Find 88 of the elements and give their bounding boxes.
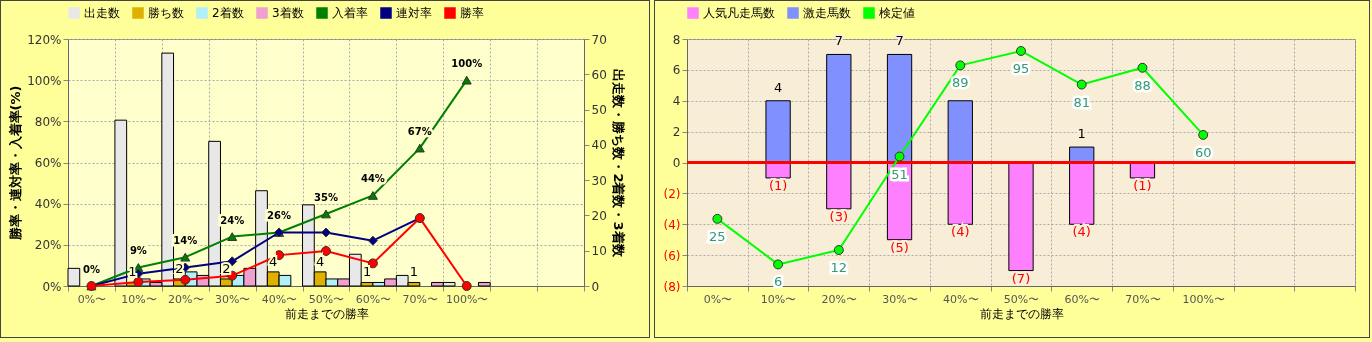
legend-label: 検定値	[879, 6, 915, 20]
data-label: (5)	[890, 239, 909, 255]
data-label: 7	[895, 33, 904, 49]
y2-tick-label: 60	[591, 67, 607, 82]
data-label: 1	[409, 264, 419, 280]
data-label: 1	[362, 264, 372, 280]
data-label: (4)	[951, 224, 970, 240]
x-tick-label: 70%〜	[1125, 292, 1161, 306]
legend-label: 連対率	[396, 6, 432, 20]
y-tick-label: 0%	[42, 279, 62, 294]
x-tick-label: 40%〜	[261, 292, 298, 306]
data-label: 100%	[451, 58, 483, 70]
y-tick-label: (2)	[663, 186, 681, 201]
y-tick-label: (4)	[663, 217, 681, 232]
data-label: 95	[1012, 60, 1030, 76]
y-tick-label: 120%	[27, 32, 62, 47]
legend-label: 出走数	[84, 6, 120, 20]
y-tick-label: 0	[672, 156, 681, 170]
y-tick-label: 60%	[34, 156, 62, 170]
legend-label: 勝ち数	[148, 6, 184, 20]
data-label: 4	[316, 253, 325, 269]
x-tick-label: 100%〜	[1182, 292, 1225, 306]
data-label: 35%	[314, 191, 338, 203]
x-tick-label: 0%〜	[703, 292, 733, 306]
data-label: 12	[830, 260, 848, 276]
legend-label: 入着率	[332, 6, 368, 20]
data-label: 9%	[129, 245, 147, 257]
data-label: 88	[1134, 77, 1151, 93]
data-label: 14%	[173, 235, 198, 247]
legend-label: 3着数	[272, 6, 304, 20]
legend-label: 2着数	[212, 6, 244, 20]
x-axis-title: 前走までの勝率	[979, 306, 1064, 321]
x-tick-label: 10%〜	[760, 292, 797, 306]
x-tick-label: 50%〜	[1003, 292, 1040, 306]
y2-tick-label: 70	[591, 32, 607, 47]
data-label: 6	[773, 274, 783, 290]
x-tick-label: 60%〜	[1064, 292, 1100, 306]
y-tick-label: 6	[672, 63, 681, 78]
y-tick-label: (6)	[663, 248, 681, 263]
data-label: (3)	[829, 208, 849, 224]
data-label: 24%	[220, 214, 245, 226]
y2-tick-label: 50	[591, 103, 607, 118]
y-tick-label: 80%	[34, 114, 62, 129]
y-tick-label: 100%	[27, 73, 62, 88]
x-tick-label: 100%〜	[446, 292, 489, 306]
data-label: 25	[709, 228, 726, 244]
x-tick-label: 30%〜	[882, 292, 918, 306]
x-axis-title: 前走までの勝率	[284, 306, 369, 321]
x-tick-label: 20%〜	[821, 292, 858, 306]
data-label: 2	[222, 260, 231, 276]
data-label: (4)	[1072, 224, 1091, 240]
data-label: (1)	[1133, 177, 1152, 193]
data-label: 60	[1194, 144, 1212, 160]
x-tick-label: 30%〜	[214, 292, 251, 306]
y2-axis-title: 出走数・勝ち数・2着数・3着数	[610, 69, 626, 258]
data-label: (1)	[768, 177, 788, 193]
y-tick-label: (8)	[663, 279, 681, 294]
data-label: 89	[952, 75, 969, 91]
x-tick-label: 20%〜	[168, 292, 204, 306]
y2-tick-label: 0	[591, 279, 600, 294]
y2-tick-label: 10	[591, 244, 607, 259]
data-label: 0%	[82, 264, 100, 275]
x-tick-label: 70%〜	[402, 292, 439, 306]
y-tick-label: 40%	[34, 197, 62, 212]
y2-tick-label: 20	[591, 208, 607, 223]
data-label: 81	[1073, 94, 1090, 110]
data-label: 44%	[360, 173, 385, 185]
x-tick-label: 50%〜	[308, 292, 345, 306]
data-label: 4	[773, 79, 783, 95]
y2-tick-label: 30	[591, 173, 607, 188]
legend-label: 激走馬数	[803, 6, 851, 20]
x-tick-label: 60%〜	[355, 292, 392, 306]
y-tick-label: 8	[672, 32, 681, 47]
legend-label: 人気凡走馬数	[703, 6, 775, 20]
data-label: 1	[1077, 126, 1086, 142]
data-label: 7	[834, 33, 843, 49]
data-label: 1	[128, 264, 137, 280]
x-tick-label: 0%〜	[77, 292, 107, 306]
y-tick-label: 2	[672, 125, 681, 140]
y-axis-title: 勝率・連対率・入着率(%)	[8, 85, 24, 242]
data-label: 51	[891, 166, 908, 182]
y-tick-label: 4	[672, 94, 681, 109]
legend-label: 勝率	[460, 6, 484, 20]
x-tick-label: 10%〜	[121, 292, 157, 306]
x-tick-label: 40%〜	[943, 292, 979, 306]
data-label: (7)	[1011, 270, 1031, 286]
y2-tick-label: 40	[591, 138, 607, 153]
y-tick-label: 20%	[34, 238, 62, 253]
